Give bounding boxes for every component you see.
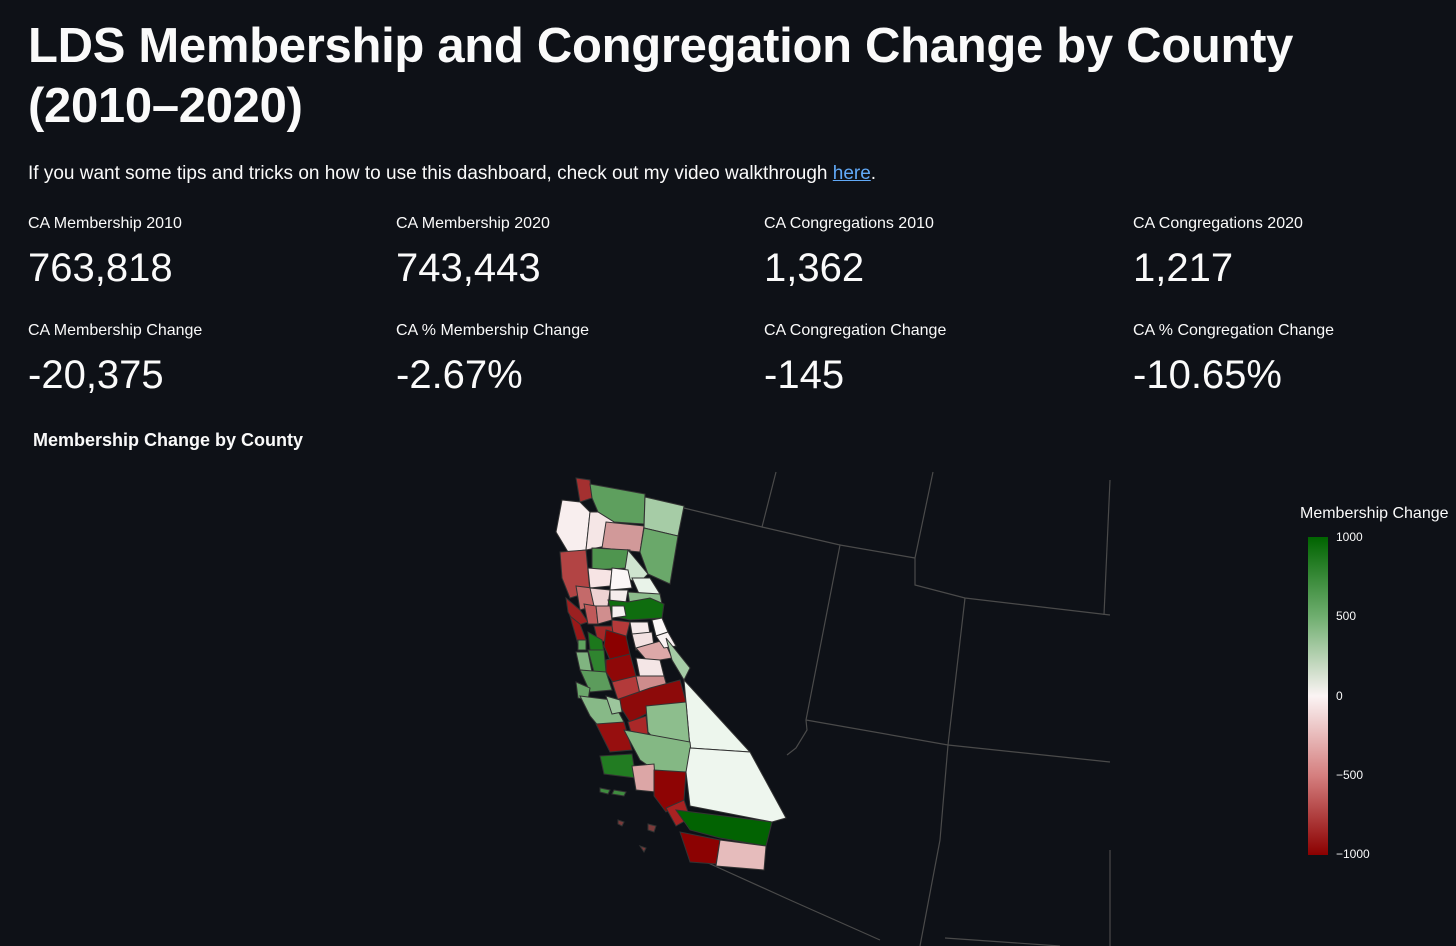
state-borders [683, 471, 1111, 946]
metric-value: -20,375 [28, 353, 164, 397]
metric-label: CA Congregation Change [764, 322, 947, 339]
metric-membership-2010: CA Membership 2010 763,818 [28, 214, 358, 292]
county-humboldt [555, 499, 591, 553]
metric-label: CA % Congregation Change [1133, 322, 1335, 339]
metric-membership-change: CA Membership Change -20,375 [28, 321, 358, 399]
county-del-norte [575, 477, 593, 503]
county-san-luis-obispo [595, 721, 633, 753]
metric-value: 743,443 [396, 246, 541, 290]
county-islands [599, 787, 627, 797]
legend-title: Membership Change [1300, 505, 1449, 522]
county-inyo [683, 678, 752, 753]
colorbar-legend: Membership Change 1000 500 0 −500 −1000 [1300, 503, 1456, 861]
legend-tick: 0 [1336, 689, 1343, 703]
county-butte [609, 567, 633, 591]
legend-colorbar [1308, 537, 1328, 855]
county-tehama [591, 547, 631, 571]
county-san-bernardino [685, 747, 787, 823]
legend-tick: 1000 [1336, 530, 1363, 544]
county-choropleth-map[interactable] [0, 460, 1290, 946]
metric-pct-congregation-change: CA % Congregation Change -10.65% [1133, 321, 1456, 399]
county-riverside [674, 809, 773, 847]
county-islands-south [617, 819, 657, 853]
county-ventura [631, 763, 657, 793]
county-san-benito [605, 695, 623, 715]
county-santa-barbara [599, 753, 637, 779]
county-shasta [601, 521, 645, 553]
legend-tick: 500 [1336, 609, 1357, 623]
county-lassen [639, 527, 679, 585]
intro-suffix: . [870, 163, 877, 184]
county-glenn [587, 567, 613, 589]
metric-label: CA Membership 2020 [396, 215, 550, 232]
metric-value: 1,362 [764, 246, 865, 290]
metric-congregations-2020: CA Congregations 2020 1,217 [1133, 214, 1456, 292]
metric-label: CA Congregations 2010 [764, 215, 934, 232]
metric-value: -2.67% [396, 353, 523, 397]
metric-value: 763,818 [28, 246, 173, 290]
map-title: Membership Change by County [33, 430, 304, 450]
county-imperial [715, 839, 767, 871]
metric-label: CA Congregations 2020 [1133, 215, 1303, 232]
metric-label: CA Membership 2010 [28, 215, 182, 232]
county-colusa [589, 587, 611, 607]
metric-label: CA Membership Change [28, 322, 203, 339]
metric-membership-2020: CA Membership 2020 743,443 [396, 214, 726, 292]
intro-text: If you want some tips and tricks on how … [28, 160, 876, 188]
legend-tick: −500 [1336, 768, 1364, 782]
county-mono [665, 637, 691, 682]
county-yolo [595, 605, 613, 625]
metric-congregation-change: CA Congregation Change -145 [764, 321, 1094, 399]
metric-label: CA % Membership Change [396, 322, 589, 339]
county-san-francisco [577, 639, 587, 651]
metric-value: -145 [764, 353, 845, 397]
county-sonoma [565, 596, 589, 627]
legend-tick: −1000 [1336, 847, 1370, 861]
metric-value: -10.65% [1133, 353, 1282, 397]
metric-pct-membership-change: CA % Membership Change -2.67% [396, 321, 726, 399]
page-title: LDS Membership and Congregation Change b… [28, 19, 1294, 133]
metric-congregations-2010: CA Congregations 2010 1,362 [764, 214, 1094, 292]
california-counties[interactable] [555, 477, 787, 871]
county-mariposa [635, 657, 665, 679]
county-santa-clara [579, 669, 613, 693]
county-sutter [611, 605, 627, 619]
intro-sentence: If you want some tips and tricks on how … [28, 163, 833, 184]
metric-value: 1,217 [1133, 246, 1234, 290]
walkthrough-link[interactable]: here [832, 163, 871, 184]
